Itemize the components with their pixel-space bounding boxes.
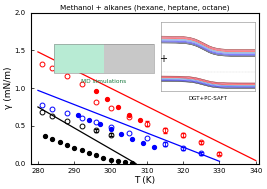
Text: DGT+PC-SAFT: DGT+PC-SAFT [189, 96, 227, 101]
Title: Methanol + alkanes (hexane, heptane, octane): Methanol + alkanes (hexane, heptane, oct… [60, 4, 230, 11]
Bar [54, 44, 154, 73]
Bar [104, 44, 154, 73]
X-axis label: T (K): T (K) [135, 176, 156, 185]
Text: +: + [159, 54, 167, 64]
Text: MD simulations: MD simulations [81, 79, 127, 84]
Bar [54, 44, 104, 73]
Y-axis label: γ (mN/m): γ (mN/m) [4, 67, 13, 109]
